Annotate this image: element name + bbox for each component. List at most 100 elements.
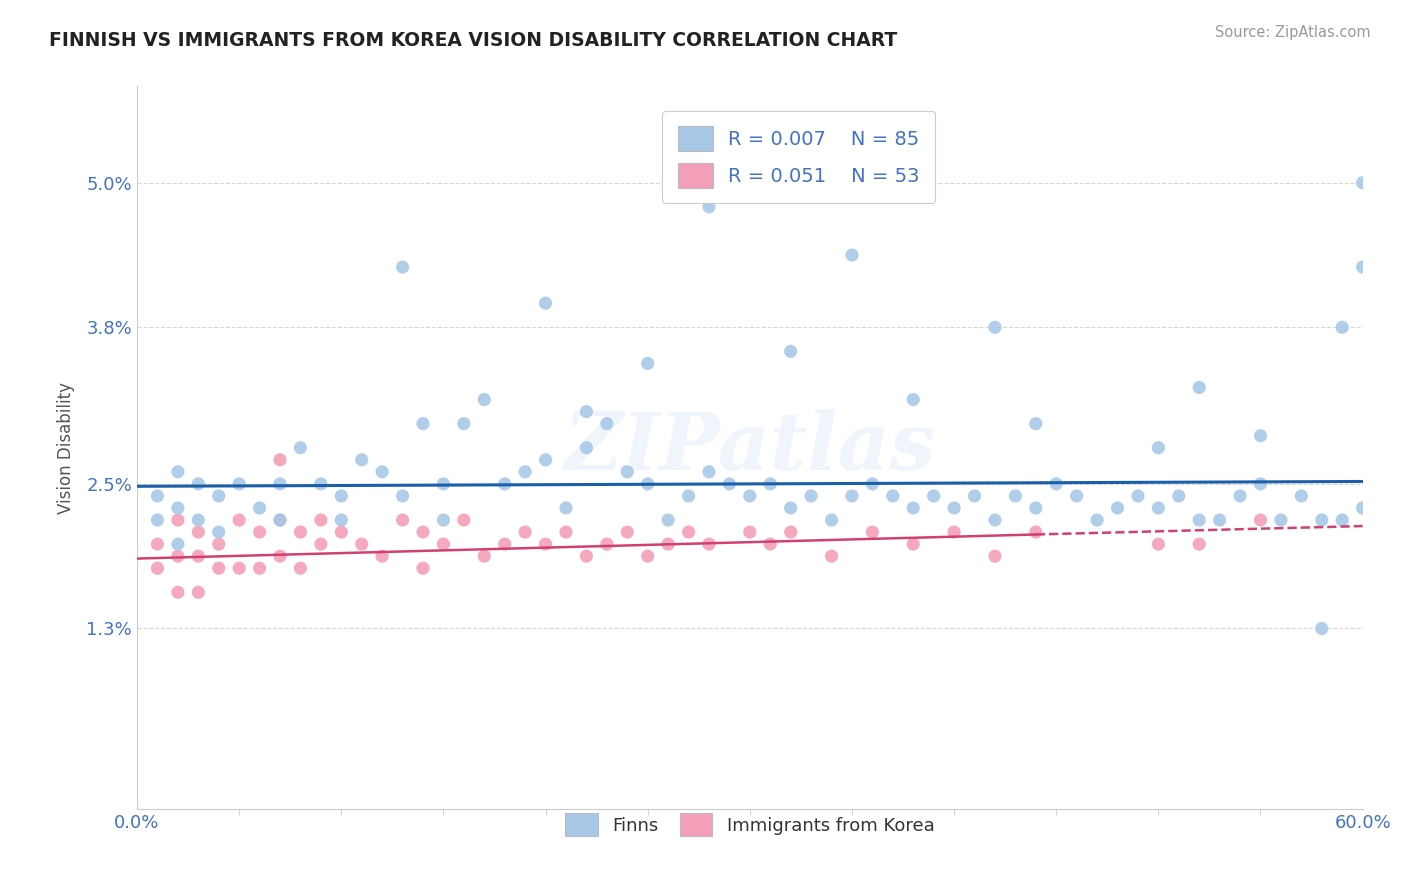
Point	[637, 476, 659, 491]
Point	[697, 200, 720, 214]
Point	[1025, 417, 1047, 431]
Point	[290, 561, 312, 575]
Point	[513, 524, 536, 539]
Point	[208, 537, 231, 551]
Point	[1025, 500, 1047, 515]
Point	[208, 489, 231, 503]
Point	[657, 513, 679, 527]
Point	[269, 476, 291, 491]
Point	[208, 524, 231, 539]
Point	[841, 489, 863, 503]
Point	[309, 476, 332, 491]
Point	[1351, 500, 1374, 515]
Point	[1066, 489, 1088, 503]
Point	[146, 513, 169, 527]
Point	[759, 476, 782, 491]
Point	[1025, 524, 1047, 539]
Point	[187, 476, 209, 491]
Point	[575, 441, 598, 455]
Point	[1126, 489, 1149, 503]
Point	[432, 476, 454, 491]
Point	[575, 404, 598, 418]
Point	[453, 417, 475, 431]
Point	[1229, 489, 1251, 503]
Point	[943, 524, 966, 539]
Point	[738, 489, 761, 503]
Point	[1147, 500, 1170, 515]
Legend: Finns, Immigrants from Korea: Finns, Immigrants from Korea	[558, 805, 942, 844]
Point	[1270, 513, 1292, 527]
Point	[534, 296, 557, 310]
Point	[391, 513, 413, 527]
Point	[472, 549, 495, 564]
Point	[453, 513, 475, 527]
Point	[309, 513, 332, 527]
Point	[412, 524, 434, 539]
Text: FINNISH VS IMMIGRANTS FROM KOREA VISION DISABILITY CORRELATION CHART: FINNISH VS IMMIGRANTS FROM KOREA VISION …	[49, 31, 897, 50]
Point	[841, 248, 863, 262]
Point	[167, 549, 190, 564]
Point	[637, 549, 659, 564]
Point	[494, 476, 516, 491]
Point	[860, 524, 883, 539]
Point	[208, 561, 231, 575]
Point	[779, 500, 801, 515]
Point	[657, 537, 679, 551]
Point	[472, 392, 495, 407]
Point	[903, 392, 925, 407]
Point	[146, 537, 169, 551]
Point	[1291, 489, 1313, 503]
Point	[596, 417, 619, 431]
Point	[391, 260, 413, 274]
Point	[371, 549, 394, 564]
Text: Source: ZipAtlas.com: Source: ZipAtlas.com	[1215, 25, 1371, 40]
Point	[228, 513, 250, 527]
Point	[984, 513, 1007, 527]
Point	[637, 356, 659, 370]
Point	[1045, 476, 1067, 491]
Point	[1188, 537, 1211, 551]
Point	[678, 489, 700, 503]
Point	[269, 549, 291, 564]
Point	[432, 537, 454, 551]
Point	[1188, 380, 1211, 394]
Point	[167, 537, 190, 551]
Point	[432, 513, 454, 527]
Point	[1250, 428, 1272, 442]
Point	[1147, 537, 1170, 551]
Point	[330, 489, 353, 503]
Point	[249, 500, 271, 515]
Point	[1331, 320, 1354, 334]
Text: ZIPatlas: ZIPatlas	[564, 409, 936, 486]
Point	[1250, 513, 1272, 527]
Point	[820, 513, 842, 527]
Point	[616, 465, 638, 479]
Point	[391, 489, 413, 503]
Point	[759, 537, 782, 551]
Point	[963, 489, 986, 503]
Point	[146, 489, 169, 503]
Point	[309, 537, 332, 551]
Point	[1085, 513, 1108, 527]
Point	[1188, 513, 1211, 527]
Point	[697, 465, 720, 479]
Point	[187, 513, 209, 527]
Point	[984, 549, 1007, 564]
Point	[1331, 513, 1354, 527]
Point	[146, 561, 169, 575]
Point	[738, 524, 761, 539]
Point	[269, 513, 291, 527]
Point	[534, 452, 557, 467]
Point	[1147, 441, 1170, 455]
Point	[330, 513, 353, 527]
Point	[330, 524, 353, 539]
Point	[903, 537, 925, 551]
Point	[1310, 513, 1333, 527]
Point	[167, 500, 190, 515]
Point	[269, 513, 291, 527]
Point	[922, 489, 945, 503]
Point	[412, 417, 434, 431]
Point	[513, 465, 536, 479]
Point	[534, 537, 557, 551]
Point	[350, 452, 373, 467]
